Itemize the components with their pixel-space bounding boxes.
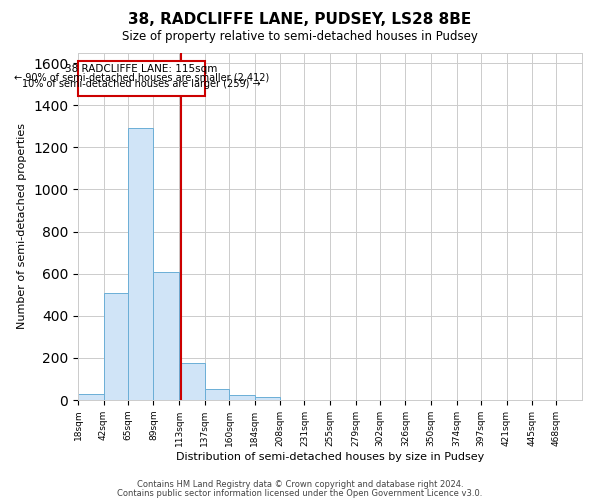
Bar — [229, 394, 254, 400]
Bar — [78, 61, 205, 96]
Bar — [205, 390, 229, 400]
Text: Contains HM Land Registry data © Crown copyright and database right 2024.: Contains HM Land Registry data © Crown c… — [137, 480, 463, 489]
Text: 38, RADCLIFFE LANE, PUDSEY, LS28 8BE: 38, RADCLIFFE LANE, PUDSEY, LS28 8BE — [128, 12, 472, 28]
Text: 38 RADCLIFFE LANE: 115sqm: 38 RADCLIFFE LANE: 115sqm — [65, 64, 217, 74]
Text: Contains public sector information licensed under the Open Government Licence v3: Contains public sector information licen… — [118, 488, 482, 498]
Text: ← 90% of semi-detached houses are smaller (2,412): ← 90% of semi-detached houses are smalle… — [14, 72, 269, 83]
Bar — [179, 363, 205, 400]
Bar — [78, 394, 104, 400]
Bar — [154, 272, 179, 400]
X-axis label: Distribution of semi-detached houses by size in Pudsey: Distribution of semi-detached houses by … — [176, 452, 484, 462]
Text: 10% of semi-detached houses are larger (259) →: 10% of semi-detached houses are larger (… — [22, 80, 260, 90]
Bar — [104, 292, 128, 400]
Bar — [254, 397, 280, 400]
Bar — [128, 128, 154, 400]
Text: Size of property relative to semi-detached houses in Pudsey: Size of property relative to semi-detach… — [122, 30, 478, 43]
Y-axis label: Number of semi-detached properties: Number of semi-detached properties — [17, 123, 28, 329]
